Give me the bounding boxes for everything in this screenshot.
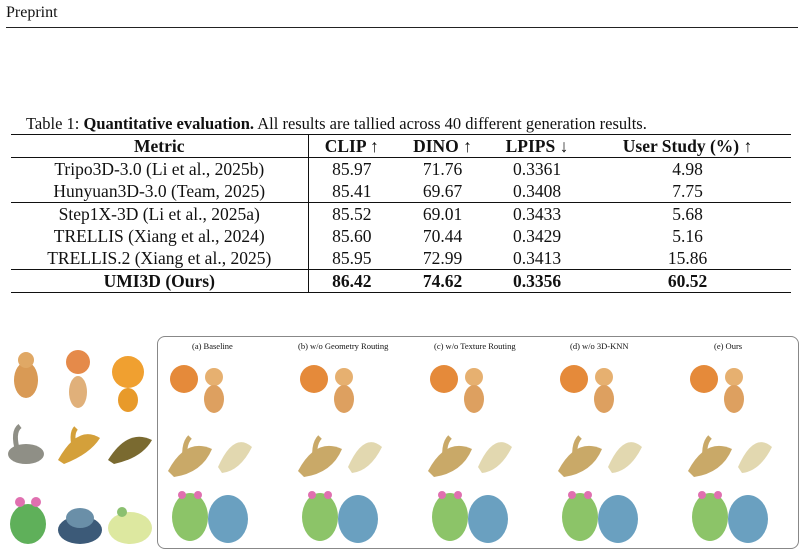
column-label-baseline: (a) Baseline [192, 341, 233, 351]
render-ours-swan [688, 437, 772, 477]
render-wo-geometry-figure [300, 365, 354, 413]
render-baseline-figure [170, 365, 224, 413]
dino-value: 69.67 [422, 181, 463, 201]
render-wo-texture-swan [428, 437, 512, 477]
method-name: Hunyuan3D-3.0 (Team, 2025) [53, 181, 266, 201]
user-study-value: 5.16 [672, 226, 703, 246]
col-header-metric: Metric [11, 134, 308, 158]
render-wo-geometry-frog [302, 491, 378, 543]
table-row: Hunyuan3D-3.0 (Team, 2025) 85.41 69.67 0… [11, 180, 791, 203]
render-wo-knn-figure [560, 365, 614, 413]
input-swan-3 [108, 436, 152, 464]
ablation-panel: (a) Baseline (b) w/o Geometry Routing (c… [157, 336, 799, 549]
render-wo-knn-frog [562, 491, 638, 543]
input-frog-3 [108, 507, 152, 544]
lpips-value: 0.3413 [512, 248, 562, 268]
clip-value: 85.60 [307, 225, 395, 247]
method-name: Step1X-3D (Li et al., 2025a) [11, 202, 308, 225]
col-header-user-study: User Study (%) ↑ [584, 134, 791, 158]
column-label-wo-texture: (c) w/o Texture Routing [434, 341, 516, 351]
render-wo-knn-swan [558, 437, 642, 477]
table-caption: Table 1: Quantitative evaluation. All re… [26, 114, 786, 134]
user-study-value: 7.75 [672, 181, 703, 201]
column-label-wo-geometry: (b) w/o Geometry Routing [298, 341, 389, 351]
column-label-wo-knn: (d) w/o 3D-KNN [570, 341, 629, 351]
col-header-dino: DINO ↑ [395, 134, 490, 158]
input-figure-1 [14, 352, 38, 398]
clip-value: 85.52 [307, 202, 395, 225]
caption-bold: Quantitative evaluation. [83, 114, 255, 133]
user-study-value: 4.98 [672, 159, 703, 179]
render-ours-frog [692, 491, 768, 543]
input-frog-1 [10, 497, 46, 544]
render-wo-texture-frog [432, 491, 508, 543]
table-row: TRELLIS.2 (Xiang et al., 2025) 85.95 72.… [11, 247, 791, 270]
clip-value: 86.42 [307, 269, 395, 293]
lpips-value: 0.3433 [490, 202, 584, 225]
input-frog-2 [58, 508, 102, 544]
lpips-value: 0.3429 [512, 226, 562, 246]
col-header-clip: CLIP ↑ [307, 134, 395, 158]
clip-value: 85.41 [307, 180, 395, 203]
lpips-value: 0.3408 [512, 181, 562, 201]
input-images [4, 342, 154, 552]
method-name: Tripo3D-3.0 (Li et al., 2025b) [54, 159, 265, 179]
dino-value: 70.44 [422, 226, 463, 246]
table-row: Tripo3D-3.0 (Li et al., 2025b) 85.97 71.… [11, 157, 791, 180]
render-wo-texture-figure [430, 365, 484, 413]
method-name: TRELLIS.2 (Xiang et al., 2025) [47, 248, 272, 268]
method-name: TRELLIS (Xiang et al., 2024) [53, 226, 265, 246]
input-figure-3 [112, 356, 144, 412]
lpips-value: 0.3356 [490, 269, 584, 293]
input-images-svg [8, 350, 152, 544]
table-row-ours: UMI3D (Ours) 86.42 74.62 0.3356 60.52 [11, 269, 791, 293]
clip-value: 85.97 [307, 157, 395, 180]
render-baseline-swan [168, 437, 252, 477]
col-header-lpips: LPIPS ↓ [490, 134, 584, 158]
table-row: TRELLIS (Xiang et al., 2024) 85.60 70.44… [11, 225, 791, 247]
user-study-value: 15.86 [667, 248, 708, 268]
dino-value: 72.99 [422, 248, 463, 268]
page-header-label: Preprint [6, 4, 58, 21]
lpips-value: 0.3361 [512, 159, 562, 179]
clip-value: 85.95 [307, 247, 395, 270]
ablation-renders-svg [158, 365, 798, 543]
caption-prefix: Table 1: [26, 114, 80, 133]
method-name: UMI3D (Ours) [11, 269, 308, 293]
comparison-figure: (a) Baseline (b) w/o Geometry Routing (c… [0, 336, 804, 555]
render-wo-geometry-swan [298, 437, 382, 477]
dino-value: 71.76 [422, 159, 463, 179]
user-study-value: 60.52 [584, 269, 791, 293]
input-swan-1 [8, 424, 44, 464]
dino-value: 69.01 [395, 202, 490, 225]
caption-rest: All results are tallied across 40 differ… [257, 114, 647, 133]
user-study-value: 5.68 [584, 202, 791, 225]
header-rule [6, 27, 798, 28]
render-ours-figure [690, 365, 744, 413]
results-table: Metric CLIP ↑ DINO ↑ LPIPS ↓ User Study … [11, 134, 791, 293]
column-label-ours: (e) Ours [714, 341, 743, 351]
table-row: Step1X-3D (Li et al., 2025a) 85.52 69.01… [11, 202, 791, 225]
input-figure-2 [66, 350, 90, 408]
table-header-row: Metric CLIP ↑ DINO ↑ LPIPS ↓ User Study … [11, 134, 791, 158]
render-baseline-frog [172, 491, 248, 543]
input-swan-2 [58, 426, 100, 464]
dino-value: 74.62 [395, 269, 490, 293]
